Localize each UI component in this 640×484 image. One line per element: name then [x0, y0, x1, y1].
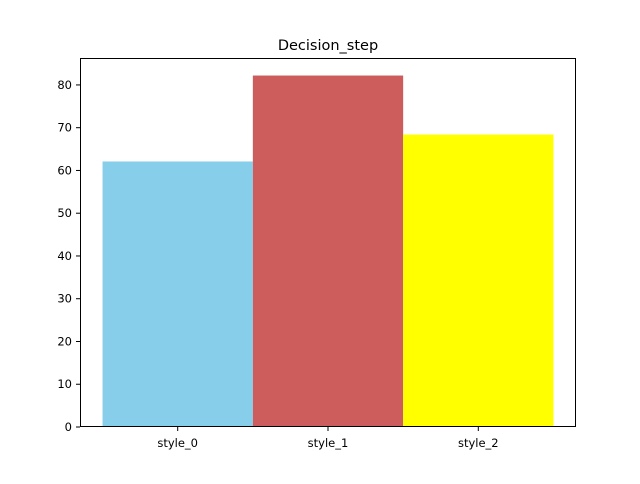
y-axis: 0 10 20 30 40 50 60 70 80: [57, 78, 80, 434]
plot-frame: [80, 58, 576, 427]
y-tick-label: 0: [65, 420, 72, 434]
bars-layer: [102, 75, 554, 428]
x-axis: style_0 style_1 style_2: [157, 427, 499, 450]
chart-title: Decision_step: [278, 38, 378, 54]
y-tick-label: 60: [57, 163, 72, 177]
x-tick-label: style_1: [308, 436, 349, 450]
x-tick-label: style_2: [458, 436, 499, 450]
y-tick-label: 10: [57, 377, 72, 391]
y-tick-label: 20: [57, 334, 72, 348]
bar-style_1: [252, 75, 404, 428]
x-tick-label: style_0: [157, 436, 198, 450]
bar-style_0: [102, 161, 253, 427]
bar-style_2: [403, 134, 554, 427]
y-tick-label: 40: [57, 249, 72, 263]
y-tick-label: 50: [57, 206, 72, 220]
y-tick-label: 70: [57, 121, 72, 135]
y-tick-label: 30: [57, 292, 72, 306]
y-tick-label: 80: [57, 78, 72, 92]
